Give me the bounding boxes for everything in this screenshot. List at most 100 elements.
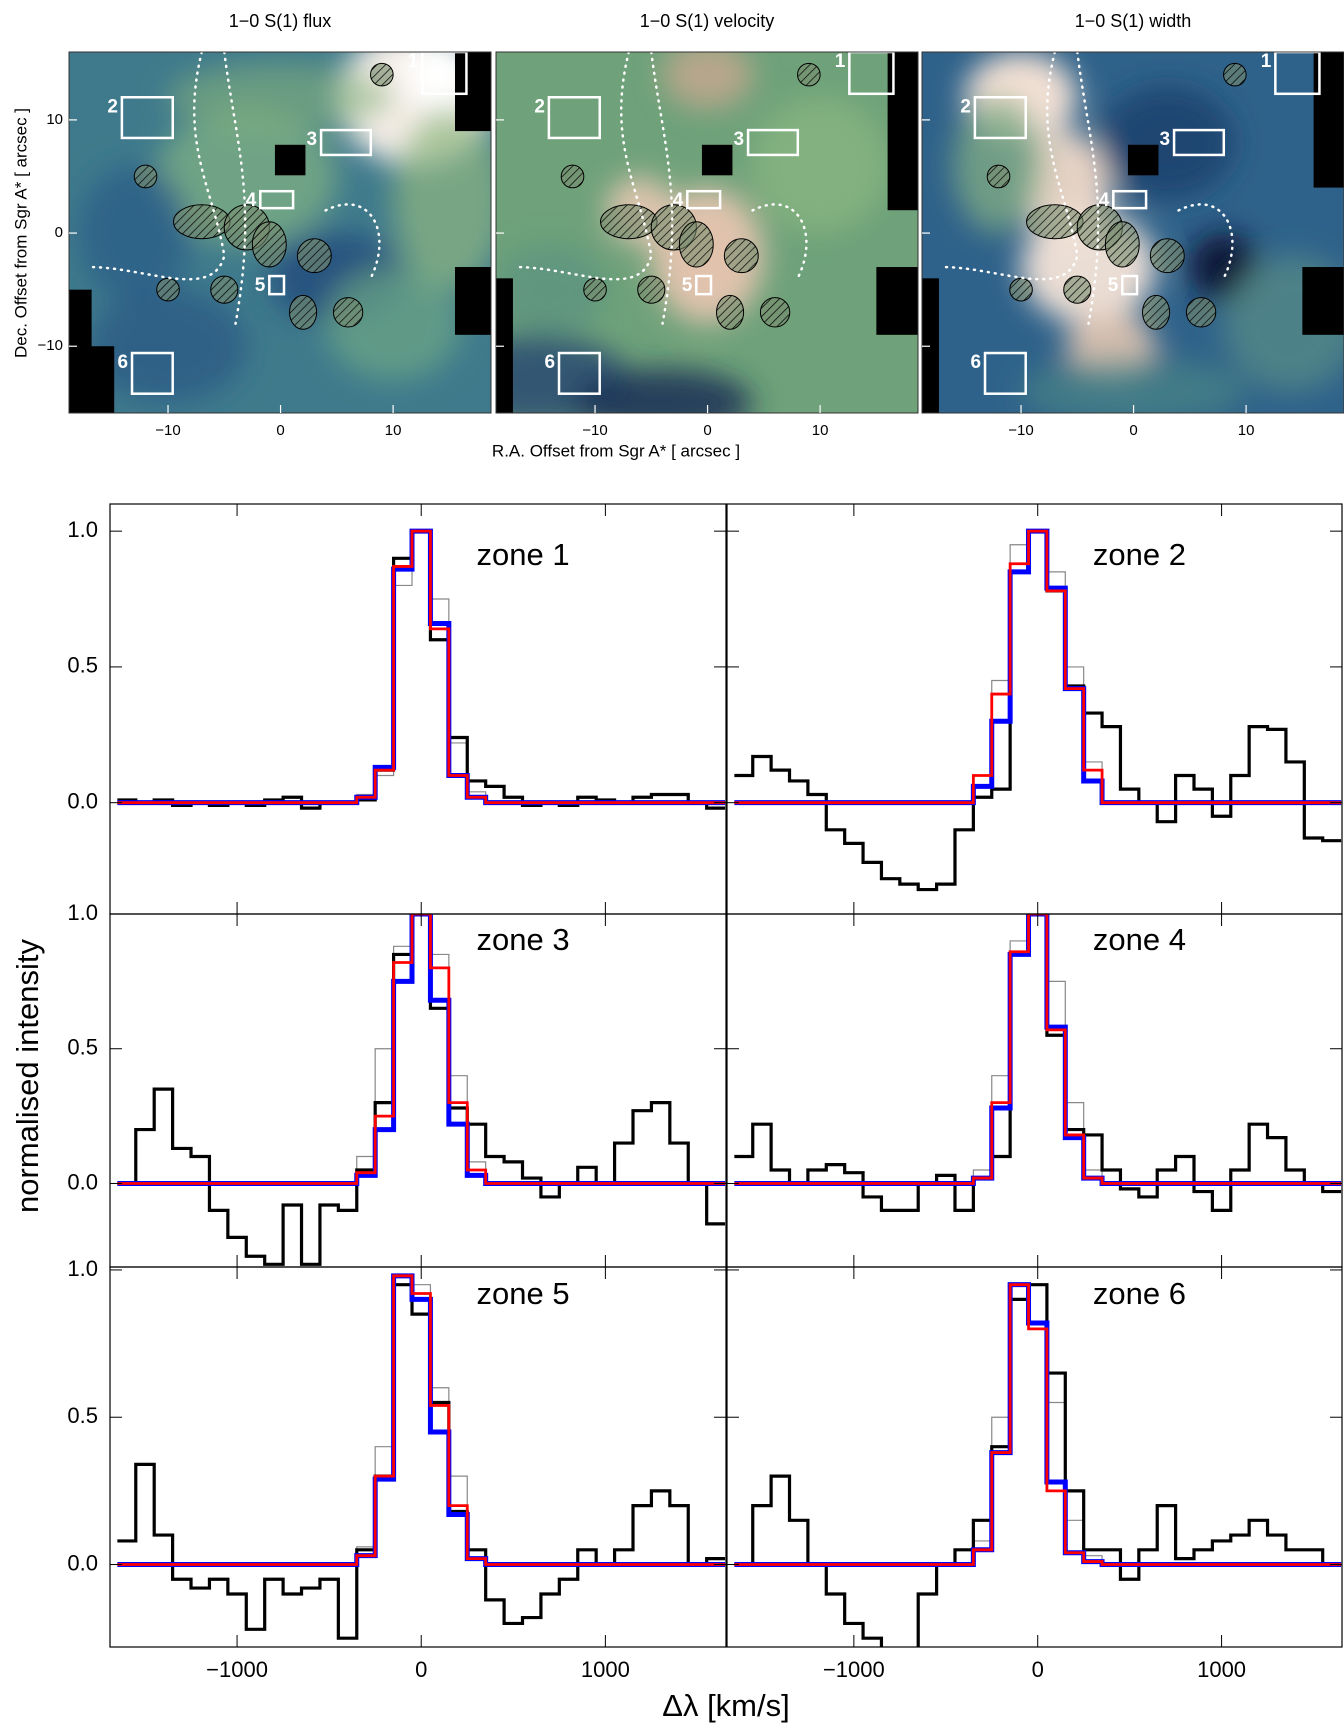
zone-box [848, 52, 895, 96]
hatched-region [986, 164, 1011, 189]
hatched-region [1063, 275, 1092, 304]
map: 1 2 3 4 5 6 [69, 51, 491, 413]
map-x-tick-label: −10 [1008, 422, 1033, 439]
spectrum-line [734, 1283, 1342, 1566]
hatched-region [1223, 62, 1247, 87]
zone-label: 3 [733, 129, 744, 150]
zone-label: 1 [1261, 51, 1272, 72]
panel [734, 914, 1342, 1213]
hatched-region [133, 164, 158, 189]
hatched-region [1104, 221, 1140, 268]
hatched-region [716, 294, 745, 330]
map-x-tick-label: 0 [276, 422, 284, 439]
zone-box [1112, 189, 1148, 210]
zone-label: 5 [255, 275, 266, 296]
spectrum-line [117, 1283, 726, 1640]
hatched-region [296, 238, 332, 274]
dotted-contour [515, 52, 653, 281]
hatched-region [1009, 277, 1033, 302]
data-mask [454, 52, 491, 132]
panel-frame [726, 503, 1343, 915]
y-tick-label: 0.5 [67, 653, 98, 678]
zone-label: 5 [682, 275, 693, 296]
hatched-region [1149, 238, 1185, 274]
hatched-region [1142, 294, 1171, 330]
map-x-tick-label: −10 [582, 422, 607, 439]
x-tick-label: 1000 [1197, 1657, 1246, 1682]
x-tick-label: 0 [1032, 1657, 1044, 1682]
zone-box [319, 128, 373, 157]
map-x-tick-label: 0 [703, 422, 711, 439]
panel-frame [109, 913, 727, 1268]
data-mask [922, 278, 939, 413]
y-tick-label: 1.0 [67, 1256, 98, 1281]
panel-title: zone 5 [477, 1276, 570, 1311]
hatched-region [332, 297, 364, 328]
hatched-region [173, 204, 231, 240]
zone-box [695, 274, 713, 296]
zone-label: 3 [1159, 129, 1170, 150]
center-mask [701, 144, 733, 176]
y-axis-label: normalised intensity [10, 939, 45, 1213]
panel [117, 914, 726, 1266]
zone-label: 6 [544, 352, 555, 373]
hatched-region [637, 275, 666, 304]
zone-label: 4 [1099, 190, 1110, 211]
map-blob [88, 289, 248, 403]
hatched-region [723, 238, 759, 274]
panel [117, 1273, 726, 1640]
y-tick-label: 0.0 [67, 1550, 98, 1575]
y-tick-label: 0.0 [67, 1169, 98, 1194]
map-blob [752, 97, 888, 233]
panel [734, 1282, 1342, 1647]
hatched-region [1026, 204, 1084, 240]
hatched-region [600, 204, 658, 240]
map-x-axis-label: R.A. Offset from Sgr A* [ arcsec ] [492, 441, 740, 460]
dotted-contour [650, 52, 808, 325]
map: 1 2 3 4 5 6 [922, 51, 1344, 413]
zone-box [1274, 52, 1321, 96]
spectrum-line [117, 914, 726, 1266]
data-mask [496, 278, 513, 413]
map-y-tick-label: 0 [55, 224, 63, 241]
spectrum-line [734, 914, 1342, 1213]
zone-label: 2 [960, 96, 971, 117]
map-x-tick-label: 10 [1238, 422, 1255, 439]
zone-label: 1 [408, 51, 419, 72]
zone-label: 5 [1108, 275, 1119, 296]
zone-box [746, 128, 800, 157]
map-x-tick-label: 10 [385, 422, 402, 439]
map-blob [392, 108, 491, 290]
panel-title: zone 4 [1093, 922, 1186, 957]
map: 1 2 3 4 5 6 [496, 52, 918, 413]
y-tick-label: 0.5 [67, 1403, 98, 1428]
zone-box [120, 96, 174, 140]
hatched-region [156, 277, 180, 302]
hatched-region [1185, 297, 1217, 328]
y-tick-label: 1.0 [67, 900, 98, 925]
zone-label: 4 [673, 190, 684, 211]
zone-label: 2 [534, 96, 545, 117]
zone-box [547, 96, 601, 140]
panel-frame [109, 1266, 727, 1648]
spectrum-line [734, 1283, 1342, 1647]
hatched-region [560, 164, 585, 189]
zone-label: 6 [117, 352, 128, 373]
panel [734, 528, 1342, 892]
data-mask [454, 267, 491, 335]
x-axis-label: Δλ [km/s] [662, 1688, 789, 1723]
zone-label: 2 [107, 96, 118, 117]
dotted-contour [941, 52, 1079, 281]
dotted-contour [1076, 52, 1234, 325]
spectrum-line [734, 529, 1342, 892]
panel-title: zone 1 [477, 537, 570, 572]
y-tick-label: 1.0 [67, 517, 98, 542]
x-tick-label: −1000 [206, 1657, 268, 1682]
hatched-region [289, 294, 318, 330]
map-x-tick-label: 10 [812, 422, 829, 439]
panel [117, 528, 726, 810]
dotted-contour [88, 52, 226, 281]
y-tick-label: 0.0 [67, 788, 98, 813]
data-mask [876, 267, 918, 335]
spectrum-line [117, 528, 726, 806]
